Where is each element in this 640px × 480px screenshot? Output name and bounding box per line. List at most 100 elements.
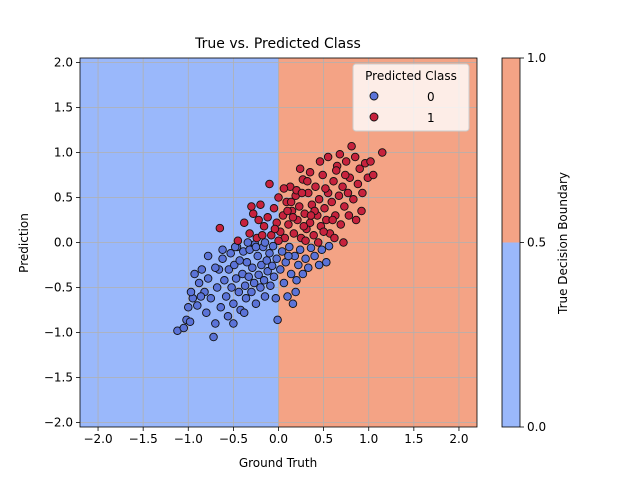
legend-marker-1 [369, 112, 379, 122]
point-class-0 [190, 269, 199, 279]
point-class-0 [251, 242, 261, 252]
point-class-0 [244, 272, 253, 281]
point-class-1 [357, 206, 366, 216]
point-class-0 [286, 269, 296, 279]
point-class-0 [322, 258, 331, 267]
point-class-0 [230, 260, 239, 270]
colorbar-tick-label: 1.0 [527, 51, 546, 65]
point-class-0 [224, 265, 234, 274]
point-class-0 [202, 308, 211, 317]
point-class-0 [203, 274, 213, 283]
point-class-0 [306, 243, 316, 253]
point-class-0 [239, 308, 249, 317]
point-class-0 [298, 269, 308, 279]
colorbar-segment [502, 58, 520, 243]
point-class-1 [355, 164, 364, 173]
point-class-1 [309, 231, 318, 240]
point-class-1 [215, 223, 225, 233]
x-tick-label: 1.0 [359, 432, 378, 446]
point-class-0 [209, 332, 218, 342]
point-class-0 [240, 281, 250, 290]
point-class-0 [218, 245, 227, 254]
point-class-1 [314, 195, 324, 204]
y-tick-label: 2.0 [54, 56, 73, 70]
x-tick-label: −0.5 [219, 432, 248, 446]
x-axis-label: Ground Truth [239, 456, 317, 470]
point-class-1 [341, 170, 350, 180]
point-class-1 [303, 177, 312, 186]
point-class-0 [218, 254, 227, 263]
point-class-0 [301, 254, 310, 263]
point-class-0 [243, 238, 253, 247]
point-class-0 [229, 319, 238, 328]
point-class-1 [299, 222, 309, 231]
point-class-0 [220, 276, 229, 285]
legend: Predicted Class 0 1 [352, 63, 470, 132]
point-class-0 [226, 249, 235, 258]
point-class-1 [343, 188, 353, 198]
point-class-1 [358, 188, 367, 198]
point-class-1 [269, 204, 279, 213]
point-class-0 [314, 260, 324, 270]
point-class-0 [260, 238, 270, 247]
y-tick-label: 0.5 [54, 191, 73, 205]
legend-marker-0 [369, 91, 379, 101]
point-class-1 [263, 213, 272, 222]
y-tick-label: −1.5 [44, 371, 73, 385]
point-class-0 [247, 287, 256, 297]
point-class-0 [273, 315, 282, 325]
point-class-1 [329, 177, 338, 186]
point-class-1 [270, 224, 280, 234]
point-class-0 [294, 260, 303, 270]
point-class-0 [212, 283, 222, 292]
point-class-0 [231, 274, 241, 283]
point-class-1 [320, 204, 329, 213]
point-class-0 [256, 283, 265, 292]
point-class-0 [292, 276, 301, 285]
point-class-1 [254, 215, 263, 225]
point-class-0 [265, 249, 274, 258]
point-class-0 [283, 292, 292, 301]
point-class-0 [196, 292, 206, 301]
y-axis-label: Prediction [17, 213, 31, 273]
point-class-1 [233, 236, 243, 245]
colorbar-tick-label: 0.5 [527, 236, 546, 250]
point-class-1 [336, 220, 346, 229]
point-class-0 [186, 287, 196, 297]
x-tick-label: −1.5 [129, 432, 158, 446]
x-tick-label: 2.0 [449, 432, 468, 446]
point-class-1 [301, 236, 310, 245]
legend-label-1: 1 [427, 111, 435, 125]
point-class-0 [179, 323, 189, 333]
colorbar-segment [502, 242, 520, 427]
legend-title: Predicted Class [365, 69, 457, 83]
point-class-1 [339, 238, 348, 247]
point-class-1 [286, 197, 296, 207]
point-class-0 [203, 251, 213, 261]
chart-title: True vs. Predicted Class [194, 36, 361, 52]
point-class-0 [211, 319, 220, 328]
point-class-1 [353, 179, 363, 189]
point-class-0 [271, 294, 281, 303]
point-class-1 [366, 157, 375, 166]
x-tick-label: 0.5 [314, 432, 333, 446]
point-class-0 [251, 299, 261, 308]
point-class-0 [248, 263, 257, 272]
point-class-1 [338, 182, 347, 191]
colorbar-tick-label: 0.0 [527, 420, 546, 434]
y-tick-label: −0.5 [44, 281, 73, 295]
y-tick-label: −1.0 [44, 326, 73, 340]
point-class-0 [263, 267, 272, 276]
point-class-1 [349, 195, 358, 204]
point-class-0 [221, 292, 231, 301]
y-tick-label: −2.0 [44, 416, 73, 430]
point-class-0 [242, 258, 252, 267]
point-class-1 [344, 211, 354, 220]
point-class-1 [239, 218, 249, 227]
y-axis-ticks: −2.0 −1.5 −1.0 −0.5 0.0 0.5 1.0 1.5 2.0 [44, 56, 80, 430]
point-class-1 [368, 170, 378, 180]
x-tick-label: 0.0 [269, 432, 288, 446]
point-class-1 [318, 170, 327, 180]
x-axis-ticks: −2.0 −1.5 −1.0 −0.5 0.0 0.5 1.0 1.5 2.0 [83, 427, 469, 446]
